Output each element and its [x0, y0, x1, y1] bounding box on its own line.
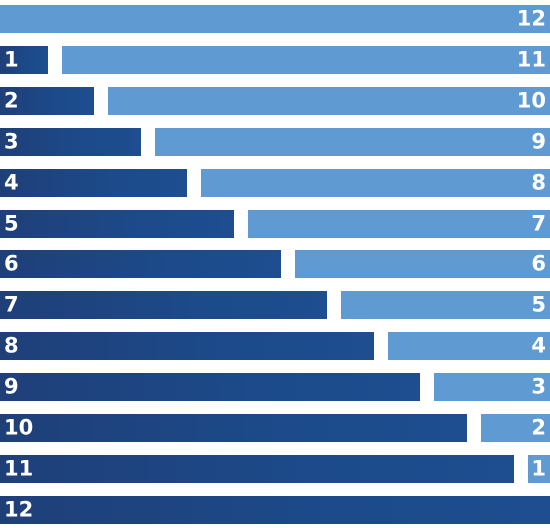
- dark-bar-label: 1: [4, 47, 19, 72]
- light-bar-label: 9: [531, 129, 546, 154]
- dark-bar: 9: [0, 373, 420, 401]
- light-bar: 7: [248, 210, 550, 238]
- dark-bar-label: 11: [4, 456, 34, 481]
- dark-bar: 8: [0, 332, 374, 360]
- light-bar: 2: [481, 414, 550, 442]
- dark-bar: 5: [0, 210, 234, 238]
- dark-bar: 11: [0, 455, 514, 483]
- light-bar-label: 11: [516, 47, 546, 72]
- dark-bar: 6: [0, 250, 281, 278]
- dark-bar: 12: [0, 496, 550, 524]
- light-bar-label: 3: [531, 374, 546, 399]
- dark-bar-label: 12: [4, 497, 34, 522]
- dark-bar-label: 7: [4, 292, 19, 317]
- light-bar-label: 6: [531, 251, 546, 276]
- light-bar: 11: [62, 46, 550, 74]
- light-bar-label: 8: [531, 170, 546, 195]
- light-bar-label: 7: [531, 211, 546, 236]
- light-bar: 9: [155, 128, 550, 156]
- dark-bar: 1: [0, 46, 48, 74]
- dark-bar-label: 5: [4, 211, 19, 236]
- dark-bar-label: 4: [4, 170, 19, 195]
- dark-bar-label: 9: [4, 374, 19, 399]
- dark-bar: 3: [0, 128, 141, 156]
- dark-bar-label: 8: [4, 333, 19, 358]
- light-bar-label: 5: [531, 292, 546, 317]
- dark-bar: 7: [0, 291, 327, 319]
- light-bar: 6: [295, 250, 550, 278]
- light-bar: 10: [108, 87, 550, 115]
- light-bar-label: 1: [531, 456, 546, 481]
- light-bar: 1: [528, 455, 550, 483]
- light-bar-label: 12: [516, 6, 546, 31]
- dark-bar-label: 6: [4, 251, 19, 276]
- dark-bar-label: 3: [4, 129, 19, 154]
- dark-bar: 2: [0, 87, 94, 115]
- dark-bar-label: 2: [4, 88, 19, 113]
- light-bar: 8: [201, 169, 550, 197]
- dark-bar-label: 10: [4, 415, 34, 440]
- light-bar-label: 4: [531, 333, 546, 358]
- light-bar-label: 2: [531, 415, 546, 440]
- light-bar: 3: [434, 373, 550, 401]
- light-bar: 5: [341, 291, 550, 319]
- light-bar-label: 10: [516, 88, 546, 113]
- light-bar: 4: [388, 332, 550, 360]
- light-bar: 12: [0, 5, 550, 33]
- dark-bar: 4: [0, 169, 187, 197]
- dark-bar: 10: [0, 414, 467, 442]
